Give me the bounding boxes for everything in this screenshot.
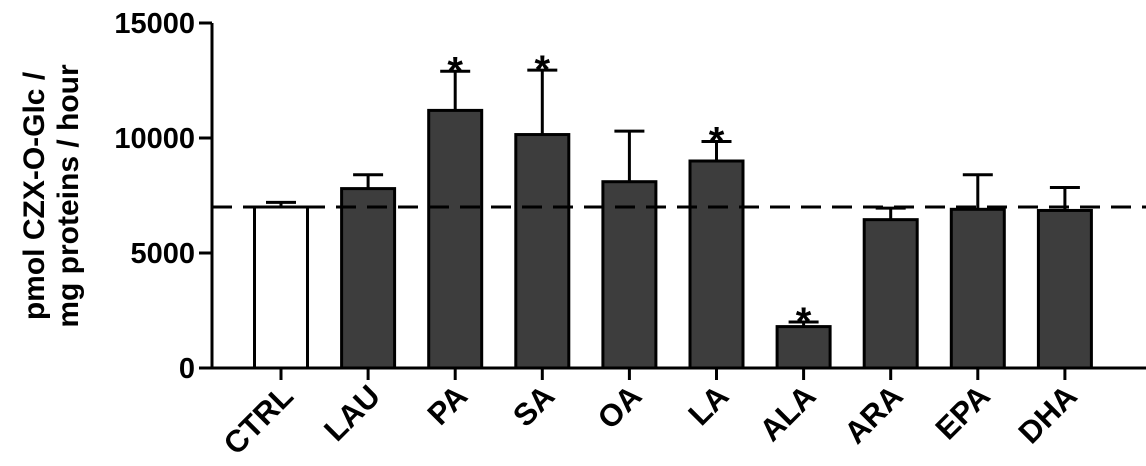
x-tick-label: EPA [929,378,997,446]
x-tick-label: LA [681,378,735,432]
x-tick-label: ALA [753,378,823,448]
bar-lau [340,187,397,370]
significance-star: * [535,48,551,92]
significance-star: * [709,119,725,163]
y-tick-label: 15000 [114,8,195,40]
bar-epa [949,207,1006,370]
bar-dha [1036,208,1093,370]
x-axis: CTRL LAU PA SA OA LA ALA ARA EPA DHA [210,366,1146,461]
x-tick-label: CTRL [217,378,300,461]
bar-ala [775,325,832,370]
x-tick-label: SA [506,378,561,433]
bar-la [688,159,745,370]
x-tick-label: ARA [837,378,909,450]
significance-markers: * * * * [447,48,811,344]
y-axis-label: pmol CZX-O-Glc / mg proteins / hour [18,64,85,328]
y-tick-label: 10000 [114,123,195,155]
significance-star: * [796,300,812,344]
x-tick-label: LAU [317,378,387,448]
y-axis: 0 5000 10000 15000 [114,8,214,385]
y-tick-label: 5000 [130,238,195,270]
y-axis-title-line: pmol CZX-O-Glc / [18,71,51,320]
x-tick-label: DHA [1012,378,1084,450]
y-tick-label: 0 [179,353,195,385]
bars [253,68,1093,370]
x-tick-label: PA [421,378,475,432]
bar-ara [862,218,919,370]
bar-pa [427,108,484,370]
bar-sa [514,133,571,370]
y-axis-title-line: mg proteins / hour [52,64,85,328]
significance-star: * [447,49,463,93]
bar-ctrl [253,205,309,370]
x-tick-label: OA [591,378,649,436]
bar-oa [601,180,658,370]
